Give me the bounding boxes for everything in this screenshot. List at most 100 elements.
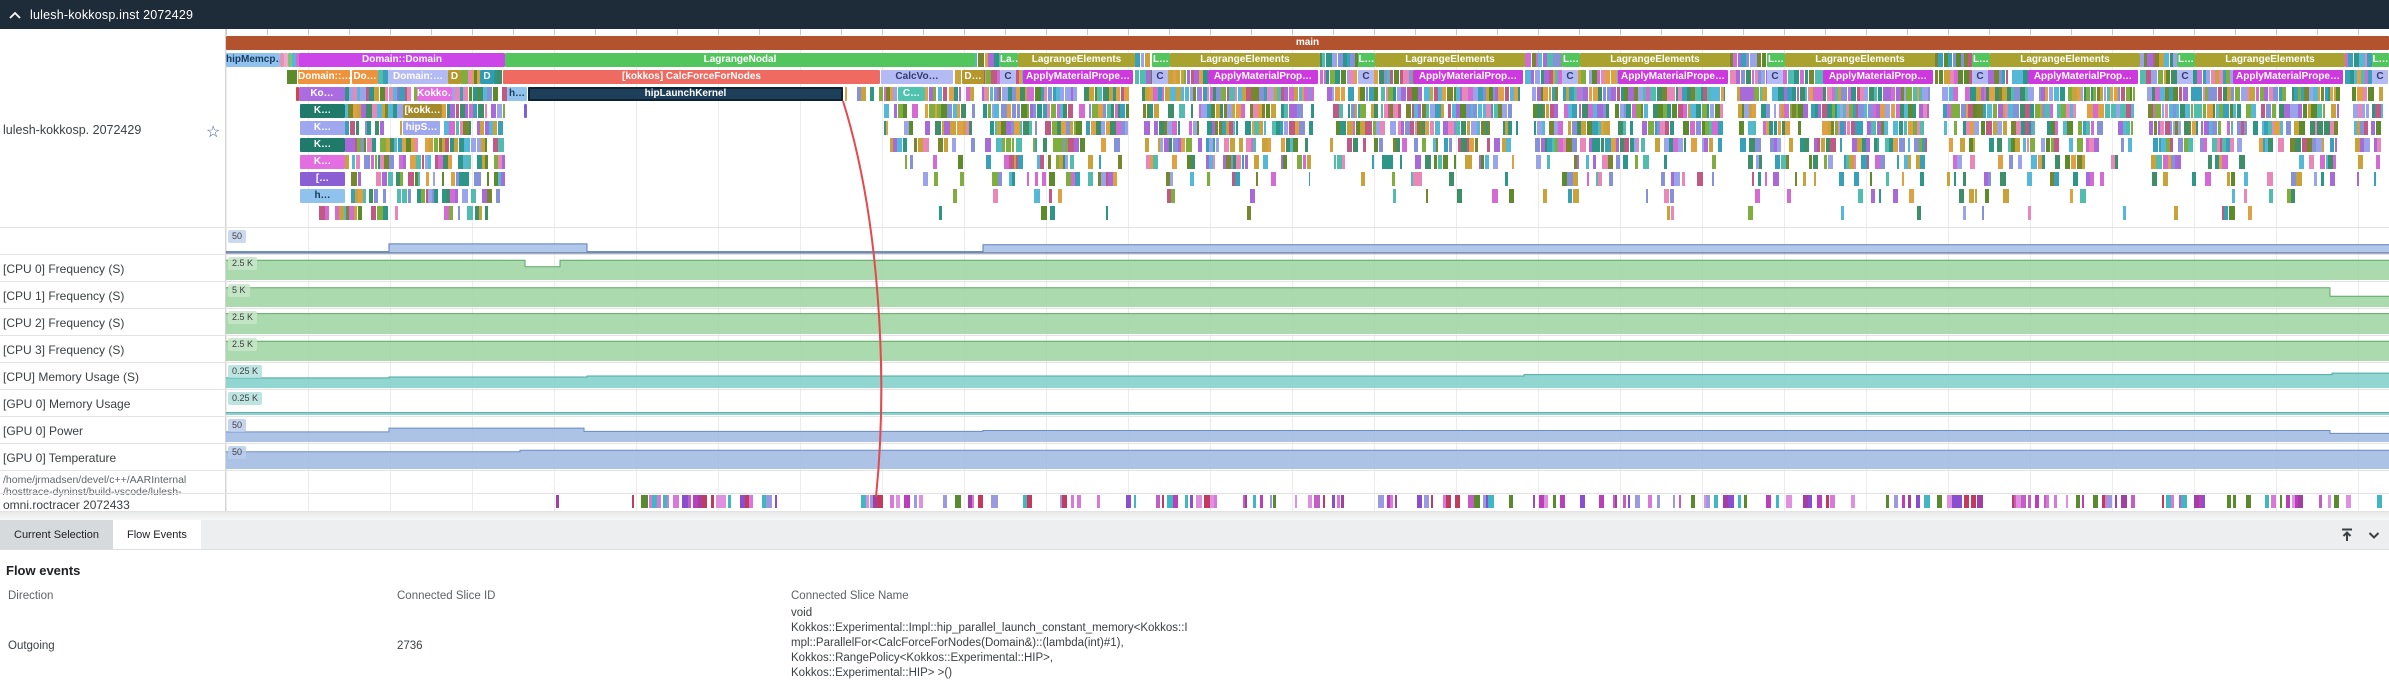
slice-d[interactable]: D — [480, 70, 494, 84]
counter-track-[GPU 0] Temperature[interactable] — [226, 444, 2389, 470]
slice-stripe — [456, 172, 460, 186]
slice-stripe — [1580, 70, 1587, 84]
slice-stripe — [1558, 121, 1564, 135]
slice-stripe — [2325, 155, 2328, 169]
counter-label[interactable]: [CPU 3] Frequency (S) — [3, 343, 125, 357]
slice-lagrangeelements[interactable]: LagrangeElements — [1990, 53, 2140, 67]
slice-hipmemcp[interactable]: hipMemcp… — [226, 53, 280, 67]
slice-lagrange-short[interactable]: L… — [1358, 53, 1375, 67]
slice-lagrangeelements[interactable]: LagrangeElements — [1018, 53, 1135, 67]
slice-h[interactable]: h… — [300, 189, 345, 203]
slice-lagrangenodal[interactable]: LagrangeNodal — [505, 53, 975, 67]
slice-kokk[interactable]: [kokk… — [403, 104, 442, 118]
counter-label[interactable]: [GPU 0] Memory Usage — [3, 397, 131, 411]
tab-current-selection[interactable]: Current Selection — [0, 520, 113, 549]
roctracer-track-label[interactable]: omni.roctracer 2072433 — [3, 498, 130, 512]
slice-name-line: Kokkos::Experimental::HIP> >() — [791, 667, 953, 679]
counter-label[interactable]: [CPU 2] Frequency (S) — [3, 316, 125, 330]
slice-k[interactable]: K… — [300, 138, 345, 152]
slice-lagrange-short[interactable]: L… — [2177, 53, 2195, 67]
slice-applymaterialprop[interactable]: ApplyMaterialPrope… — [2233, 70, 2343, 84]
slice-lagrange-short[interactable]: L… — [1152, 53, 1170, 67]
counter-track-[CPU] Memory Usage (S)[interactable] — [226, 363, 2389, 389]
slice-lagrangeelements[interactable]: LagrangeElements — [1580, 53, 1730, 67]
slice-hips[interactable]: hipS… — [403, 121, 440, 135]
slice-h[interactable]: h… — [507, 87, 527, 101]
counter-label[interactable]: [GPU 0] Temperature — [3, 451, 117, 465]
slice-k[interactable]: K… — [300, 104, 345, 118]
slice-kokkoscalcforcefornodes[interactable]: [kokkos] CalcForceForNodes — [503, 70, 880, 84]
slice-applymaterialprop[interactable]: ApplyMaterialPrope… — [1618, 70, 1728, 84]
counter-track-[GPU 0] Memory Usage[interactable] — [226, 390, 2389, 416]
roctracer-slice — [2130, 495, 2135, 508]
counter-track-[CPU 0] Frequency (S)[interactable] — [226, 255, 2389, 281]
slice-stripe — [1738, 53, 1742, 67]
roctracer-slice — [1213, 495, 1218, 508]
slice-ko[interactable]: Ko… — [299, 87, 345, 101]
slice-stripe — [2163, 172, 2169, 186]
slice-c[interactable]: C — [1000, 70, 1016, 84]
slice-d[interactable]: D… — [962, 70, 984, 84]
slice-stripe — [1206, 155, 1209, 169]
slice-c[interactable]: C — [1972, 70, 1988, 84]
slice-lagrange-short[interactable]: L… — [1562, 53, 1580, 67]
slice-lagrange-short[interactable]: L… — [1767, 53, 1785, 67]
slice-c[interactable]: C — [1562, 70, 1578, 84]
slice-kokko[interactable]: Kokko… — [417, 87, 452, 101]
counter-track-[CPU 2] Frequency (S)[interactable] — [226, 309, 2389, 335]
star-icon[interactable]: ☆ — [206, 124, 221, 141]
process2-name-line2[interactable]: /hosttrace-dyninst/build-vscode/lulesh- — [3, 486, 182, 498]
slice-lagrangeelements[interactable]: LagrangeElements — [1375, 53, 1525, 67]
slice-applymaterialprop[interactable]: ApplyMaterialProp… — [2028, 70, 2138, 84]
slice-domain[interactable]: Domain:… — [388, 70, 448, 84]
roctracer-slice — [1622, 495, 1627, 508]
counter-track-[CPU 1] Frequency (S)[interactable] — [226, 282, 2389, 308]
counter-label[interactable]: [CPU 1] Frequency (S) — [3, 289, 125, 303]
dock-to-top-icon[interactable] — [2339, 527, 2355, 543]
counter-label[interactable]: [CPU 0] Frequency (S) — [3, 262, 125, 276]
slice-d[interactable]: D — [448, 70, 461, 84]
slice-c[interactable]: C — [2177, 70, 2193, 84]
counter-label[interactable]: [CPU] Memory Usage (S) — [3, 370, 140, 384]
slice-do[interactable]: Do… — [352, 70, 378, 84]
slice-lagrangeelements[interactable]: LagrangeElements — [1785, 53, 1935, 67]
slice-[interactable]: [… — [300, 172, 345, 186]
slice-domain[interactable]: Domain::… — [298, 70, 350, 84]
counter-track-[CPU 3] Frequency (S)[interactable] — [226, 336, 2389, 362]
counter-track-[GPU 0] Power[interactable] — [226, 417, 2389, 443]
counter-track-gpu-activity[interactable] — [226, 228, 2389, 254]
slice-applymaterialprop[interactable]: ApplyMaterialProp… — [1823, 70, 1933, 84]
slice-c[interactable]: C — [2372, 70, 2388, 84]
slice-lagrangeelements[interactable]: LagrangeElements — [2195, 53, 2345, 67]
slice-main[interactable]: main — [226, 36, 2389, 50]
collapse-chevron-icon[interactable] — [0, 0, 30, 29]
process-track-label[interactable]: lulesh-kokkosp. 2072429 — [3, 123, 142, 137]
tab-flow-events[interactable]: Flow Events — [113, 520, 201, 549]
slice-c[interactable]: C — [1152, 70, 1168, 84]
slice-calcvo[interactable]: CalcVo… — [881, 70, 953, 84]
slice-stripe — [1347, 104, 1350, 118]
slice-applymaterialprop[interactable]: ApplyMaterialProp… — [1413, 70, 1523, 84]
counter-label[interactable]: [GPU 0] Power — [3, 424, 84, 438]
slice-c[interactable]: C — [1358, 70, 1374, 84]
slice-applymaterialprop[interactable]: ApplyMaterialProp… — [1208, 70, 1318, 84]
slice-stripe — [1547, 138, 1553, 152]
slice-k[interactable]: K… — [300, 121, 345, 135]
slice-lagrange-short[interactable]: L… — [1972, 53, 1990, 67]
slice-k[interactable]: K… — [300, 155, 345, 169]
slice-stripe — [2238, 155, 2245, 169]
slice-stripe — [1795, 104, 1799, 118]
slice-lagrange-short[interactable]: La… — [1000, 53, 1018, 67]
process2-name-line1[interactable]: /home/jrmadsen/devel/c++/AARInternal — [3, 474, 187, 486]
slice-domaindomain[interactable]: Domain::Domain — [299, 53, 505, 67]
slice-c[interactable]: C — [1767, 70, 1783, 84]
slice-hiplaunchkernel[interactable]: hipLaunchKernel — [528, 87, 843, 101]
slice-stripe — [1144, 121, 1150, 135]
slice-c[interactable]: C… — [898, 87, 925, 101]
chevron-down-icon[interactable] — [2367, 528, 2381, 542]
slice-applymaterialprop[interactable]: ApplyMaterialPrope… — [1023, 70, 1133, 84]
roctracer-slice — [1244, 495, 1248, 508]
slice-lagrange-short[interactable]: L… — [2372, 53, 2389, 67]
slice-lagrangeelements[interactable]: LagrangeElements — [1170, 53, 1320, 67]
